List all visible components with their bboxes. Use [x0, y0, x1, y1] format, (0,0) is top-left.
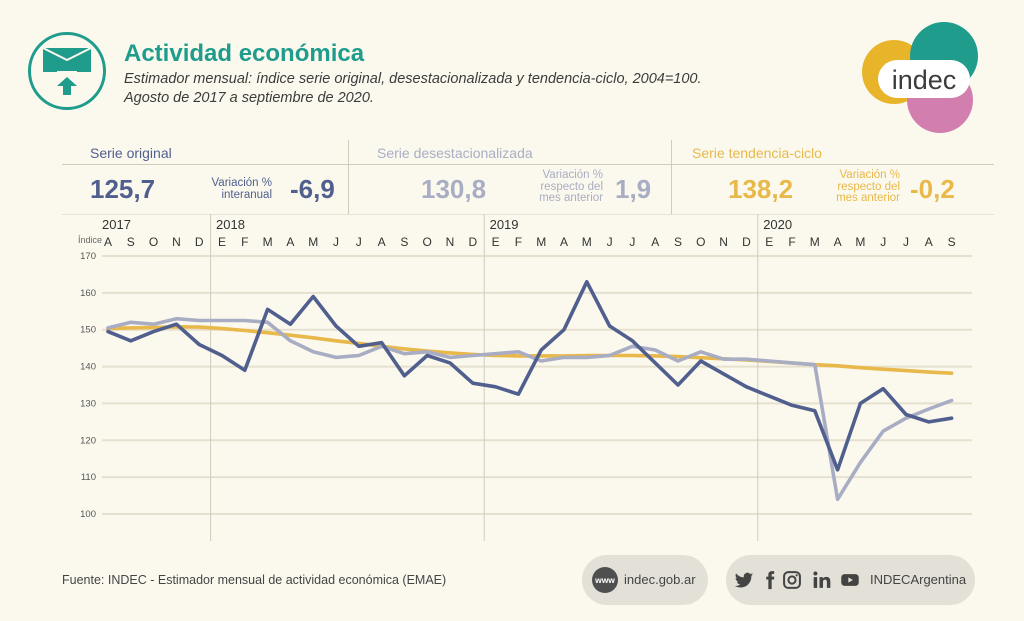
instagram-icon[interactable] [782, 570, 802, 590]
y-tick-label: 130 [80, 398, 96, 409]
logo-text: indec [892, 65, 957, 95]
x-tick-label: S [674, 235, 682, 249]
kpi-original: Serie original 125,7 Variación % interan… [62, 140, 348, 214]
x-tick-label: J [356, 235, 362, 249]
x-tick-label: A [378, 235, 386, 249]
kpi-tc-variation: -0,2 [910, 174, 955, 204]
x-tick-label: F [515, 235, 522, 249]
page-title: Actividad económica [124, 40, 365, 67]
x-tick-label: E [492, 235, 500, 249]
facebook-icon[interactable] [760, 570, 780, 590]
x-tick-label: A [104, 235, 112, 249]
year-label: 2017 [102, 217, 131, 232]
social-links: INDECArgentina [726, 555, 975, 605]
x-tick-label: D [195, 235, 204, 249]
kpi-separator [348, 140, 349, 214]
x-tick-label: J [880, 235, 886, 249]
twitter-icon[interactable] [734, 570, 754, 590]
x-tick-label: J [903, 235, 909, 249]
y-tick-label: 160 [80, 288, 96, 299]
activity-line-chart: 100 110 120 130 140 150 160 170 2017 2018 2019 202… [62, 214, 994, 541]
x-tick-label: N [719, 235, 728, 249]
globe-icon: www [592, 567, 618, 593]
kpi-sa-value: 130,8 [421, 174, 487, 204]
kpi-tc-variation-label-1: Variación % [839, 169, 900, 181]
kpi-sa-label: Serie desestacionalizada [377, 145, 533, 161]
x-tick-label: S [400, 235, 408, 249]
x-tick-label: M [855, 235, 865, 249]
kpi-divider [62, 164, 994, 165]
website-link[interactable]: www indec.gob.ar [582, 555, 708, 605]
x-tick-label: O [149, 235, 158, 249]
kpi-tc-variation-label-3: mes anterior [836, 192, 900, 204]
y-tick-label: 150 [80, 325, 96, 336]
x-tick-label: S [127, 235, 135, 249]
y-tick-label: 140 [80, 362, 96, 373]
x-tick-label: A [651, 235, 659, 249]
x-tick-label: O [696, 235, 705, 249]
x-tick-label: D [468, 235, 477, 249]
kpi-original-variation-label-2: interanual [221, 188, 272, 201]
kpi-sa-variation-label: Variación % respecto del mes anterior [539, 169, 603, 205]
x-tick-label: M [263, 235, 273, 249]
year-label: 2018 [216, 217, 245, 232]
youtube-icon[interactable] [840, 570, 860, 590]
kpi-panel: Serie original 125,7 Variación % interan… [62, 140, 994, 214]
subtitle-line-1: Estimador mensual: índice serie original… [124, 71, 702, 87]
x-tick-label: D [742, 235, 751, 249]
indec-logo: indec [860, 22, 982, 134]
series-line-seasonally-adjusted [106, 316, 954, 502]
series-line-original [106, 280, 954, 472]
x-tick-label: F [788, 235, 795, 249]
kpi-sa-variation-label-1: Variación % [542, 169, 603, 181]
y-tick-label: 170 [80, 251, 96, 262]
kpi-sa-variation-label-2: respecto del [540, 180, 603, 193]
x-tick-label: N [446, 235, 455, 249]
kpi-original-label: Serie original [90, 145, 172, 161]
x-tick-label: E [765, 235, 773, 249]
x-tick-label: M [308, 235, 318, 249]
x-tick-label: O [423, 235, 432, 249]
kpi-tc-label: Serie tendencia-ciclo [692, 145, 822, 161]
x-tick-label: S [948, 235, 956, 249]
kpi-tc-value: 138,2 [728, 174, 794, 204]
social-handle: INDECArgentina [870, 572, 967, 587]
page-subtitle: Estimador mensual: índice serie original… [124, 70, 702, 108]
x-tick-label: A [834, 235, 842, 249]
x-tick-label: M [810, 235, 820, 249]
kpi-tc-variation-label: Variación % respecto del mes anterior [836, 169, 900, 205]
linkedin-icon[interactable] [812, 570, 832, 590]
x-tick-label: M [582, 235, 592, 249]
kpi-sa-variation-label-3: mes anterior [539, 192, 603, 204]
kpi-sa-variation: 1,9 [615, 174, 652, 204]
x-tick-label: N [172, 235, 181, 249]
y-axis-label: Índice [78, 235, 102, 245]
kpi-original-variation-label-1: Variación % [211, 177, 272, 189]
x-tick-label: J [333, 235, 339, 249]
x-tick-label: A [286, 235, 294, 249]
x-tick-label: A [560, 235, 568, 249]
kpi-separator [671, 140, 672, 214]
source-note: Fuente: INDEC - Estimador mensual de act… [62, 573, 447, 587]
y-tick-label: 120 [80, 435, 96, 446]
year-label: 2019 [490, 217, 519, 232]
x-tick-label: E [218, 235, 226, 249]
x-tick-label: F [241, 235, 248, 249]
website-text: indec.gob.ar [624, 572, 696, 587]
x-tick-label: M [536, 235, 546, 249]
kpi-tc-variation-label-2: respecto del [837, 180, 900, 193]
kpi-trend-cycle: Serie tendencia-ciclo 138,2 Variación % … [672, 140, 994, 214]
y-tick-label: 100 [80, 509, 96, 520]
x-tick-label: J [607, 235, 613, 249]
y-tick-label: 110 [81, 472, 96, 483]
kpi-original-variation: -6,9 [290, 174, 335, 204]
year-label: 2020 [763, 217, 792, 232]
kpi-original-value: 125,7 [90, 174, 156, 204]
kpi-seasonally-adjusted: Serie desestacionalizada 130,8 Variación… [349, 140, 671, 214]
kpi-original-variation-label: Variación % interanual [211, 177, 272, 201]
economic-activity-icon [28, 32, 106, 110]
x-tick-label: A [925, 235, 933, 249]
x-tick-label: J [629, 235, 635, 249]
subtitle-line-2: Agosto de 2017 a septiembre de 2020. [124, 90, 374, 106]
